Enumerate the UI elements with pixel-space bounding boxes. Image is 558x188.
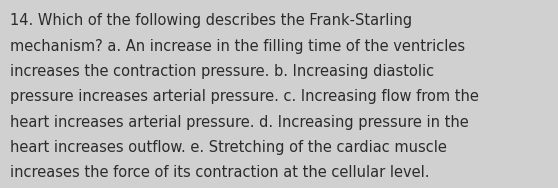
Text: increases the force of its contraction at the cellular level.: increases the force of its contraction a… [10,165,430,180]
Text: 14. Which of the following describes the Frank-Starling: 14. Which of the following describes the… [10,13,412,28]
Text: mechanism? a. An increase in the filling time of the ventricles: mechanism? a. An increase in the filling… [10,39,465,54]
Text: increases the contraction pressure. b. Increasing diastolic: increases the contraction pressure. b. I… [10,64,434,79]
Text: heart increases arterial pressure. d. Increasing pressure in the: heart increases arterial pressure. d. In… [10,115,469,130]
Text: pressure increases arterial pressure. c. Increasing flow from the: pressure increases arterial pressure. c.… [10,89,479,104]
Text: heart increases outflow. e. Stretching of the cardiac muscle: heart increases outflow. e. Stretching o… [10,140,447,155]
